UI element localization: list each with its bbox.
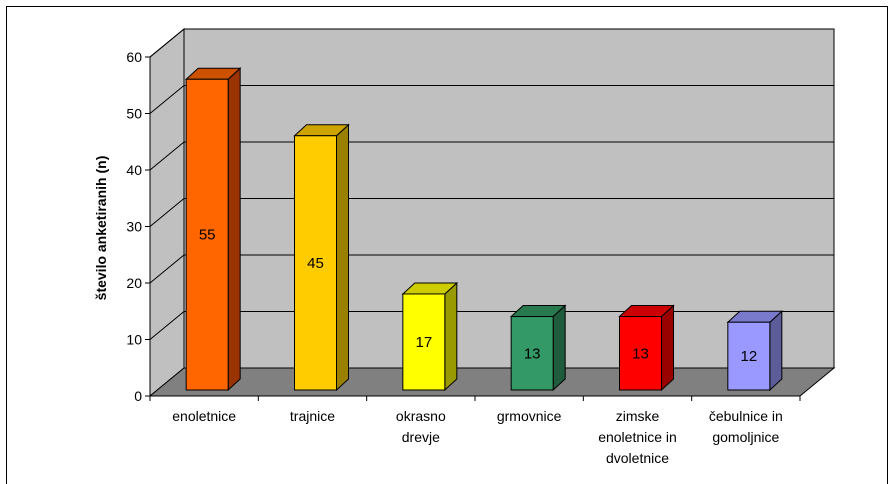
data-label: 13 — [632, 345, 649, 362]
category-label: trajnice — [290, 408, 335, 424]
bar — [184, 67, 242, 392]
bar — [293, 123, 350, 392]
y-tick-label: 40 — [126, 162, 142, 178]
gridline — [149, 141, 834, 171]
data-label: 45 — [307, 255, 324, 272]
bar — [509, 304, 567, 392]
data-label: 12 — [740, 348, 757, 365]
category-label: zimske enoletnice in dvoletnice — [598, 408, 677, 466]
category-label: okrasno drevje — [396, 408, 446, 445]
bar-front — [402, 293, 446, 391]
bar-front — [727, 321, 771, 391]
bar-front — [619, 316, 662, 391]
y-tick-label: 50 — [126, 106, 142, 122]
bar — [401, 281, 459, 392]
axes — [145, 56, 801, 401]
y-tick-label: 30 — [126, 219, 142, 235]
y-tick-label: 10 — [126, 332, 142, 348]
bar-side — [552, 304, 566, 392]
gridline — [149, 198, 834, 227]
data-label: 13 — [524, 345, 541, 362]
y-axis-title: število anketiranih (n) — [93, 156, 109, 301]
bar — [618, 304, 675, 392]
data-label: 55 — [199, 227, 216, 244]
y-tick-label: 60 — [126, 49, 142, 65]
gridline — [149, 28, 834, 58]
bar-side — [769, 310, 783, 392]
bars — [184, 67, 784, 392]
gridlines — [149, 28, 834, 340]
bar-side — [661, 304, 674, 392]
category-label: enoletnice — [172, 408, 236, 424]
bar-front — [185, 78, 229, 391]
bar-front — [510, 316, 554, 391]
gridline — [149, 254, 834, 284]
category-label: čebulnice in gomoljnice — [709, 408, 783, 445]
bar-side — [336, 123, 349, 392]
gridline — [149, 85, 834, 114]
y-tick-label: 0 — [134, 388, 142, 404]
labels: 0 10 20 30 40 50 60 55 enoletnice 45 trajnice 17 okr… — [126, 49, 782, 466]
gridline — [149, 311, 834, 340]
category-label: grmovnice — [497, 408, 562, 424]
bar-side — [227, 67, 241, 392]
bar-side — [444, 281, 458, 392]
bar — [726, 310, 784, 392]
y-tick-label: 20 — [126, 275, 142, 291]
data-label: 17 — [415, 334, 432, 351]
bar-front — [294, 135, 337, 391]
